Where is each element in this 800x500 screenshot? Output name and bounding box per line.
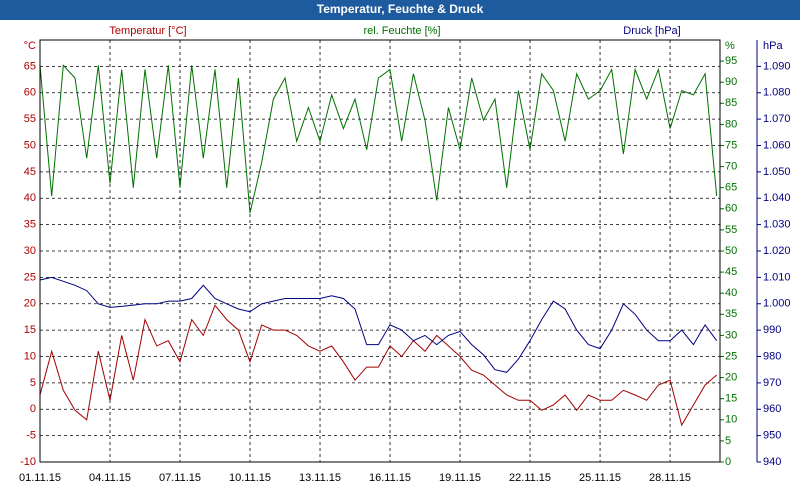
y-tick-label: 30 xyxy=(24,245,36,257)
line-series xyxy=(39,304,718,427)
y-tick-label: -5 xyxy=(26,430,36,442)
y3-tick-label: 940 xyxy=(763,456,781,468)
x-tick-label: 22.11.15 xyxy=(509,472,551,484)
y2-tick-label: 30 xyxy=(725,329,737,341)
y2-unit: % xyxy=(725,40,735,52)
y3-tick-label: 1.040 xyxy=(763,192,791,204)
y2-axis-label: rel. Feuchte [%] xyxy=(363,25,440,37)
y3-tick-label: 970 xyxy=(763,377,781,389)
y-tick-label: 5 xyxy=(30,377,36,389)
y3-tick-label: 990 xyxy=(763,324,781,336)
x-tick-label: 13.11.15 xyxy=(299,472,341,484)
y-tick-label: 0 xyxy=(30,403,36,415)
y2-tick-label: 80 xyxy=(725,118,737,130)
y3-tick-label: 1.080 xyxy=(763,87,791,99)
y2-tick-label: 40 xyxy=(725,287,737,299)
y2-tick-label: 90 xyxy=(725,76,737,88)
y2-tick-label: 5 xyxy=(725,435,731,447)
y-tick-label: 25 xyxy=(24,271,36,283)
y3-tick-label: 1.010 xyxy=(763,271,791,283)
x-tick-label: 19.11.15 xyxy=(439,472,481,484)
y3-tick-label: 1.030 xyxy=(763,219,791,231)
y2-tick-label: 65 xyxy=(725,182,737,194)
x-tick-label: 01.11.15 xyxy=(19,472,61,484)
line-series xyxy=(39,276,718,373)
y2-tick-label: 85 xyxy=(725,97,737,109)
x-tick-label: 07.11.15 xyxy=(159,472,201,484)
y-tick-label: 35 xyxy=(24,219,36,231)
y3-tick-label: 1.050 xyxy=(763,166,791,178)
y-tick-label: 65 xyxy=(24,60,36,72)
y3-tick-label: 950 xyxy=(763,430,781,442)
y-tick-label: 40 xyxy=(24,192,36,204)
y2-tick-label: 60 xyxy=(725,203,737,215)
y3-unit: hPa xyxy=(763,40,783,52)
y-tick-label: -10 xyxy=(20,456,36,468)
y2-tick-label: 25 xyxy=(725,350,737,362)
y2-tick-label: 70 xyxy=(725,161,737,173)
y3-tick-label: 1.070 xyxy=(763,113,791,125)
y-tick-label: 10 xyxy=(24,350,36,362)
x-tick-label: 25.11.15 xyxy=(579,472,621,484)
y2-tick-label: 55 xyxy=(725,224,737,236)
y3-axis-label: Druck [hPa] xyxy=(623,25,680,37)
y2-tick-label: 45 xyxy=(725,266,737,278)
y2-tick-label: 50 xyxy=(725,245,737,257)
y3-tick-label: 1.060 xyxy=(763,139,791,151)
y-tick-label: 55 xyxy=(24,113,36,125)
y2-tick-label: 95 xyxy=(725,55,737,67)
y-tick-label: 45 xyxy=(24,166,36,178)
plot-frame xyxy=(39,39,721,463)
x-tick-label: 10.11.15 xyxy=(229,472,271,484)
x-tick-label: 28.11.15 xyxy=(649,472,691,484)
title-bar xyxy=(0,0,800,20)
y-tick-label: 50 xyxy=(24,139,36,151)
y2-tick-label: 15 xyxy=(725,393,737,405)
y-axis-label: Temperatur [°C] xyxy=(109,25,186,37)
y3-tick-label: 1.000 xyxy=(763,298,791,310)
y3-tick-label: 980 xyxy=(763,350,781,362)
y3-tick-label: 960 xyxy=(763,403,781,415)
y3-tick-label: 1.090 xyxy=(763,60,791,72)
line-series xyxy=(39,64,718,214)
x-tick-label: 04.11.15 xyxy=(89,472,131,484)
y2-tick-label: 0 xyxy=(725,456,731,468)
y2-tick-label: 35 xyxy=(725,308,737,320)
y2-tick-label: 20 xyxy=(725,372,737,384)
y-tick-label: 60 xyxy=(24,87,36,99)
chart-title: Temperatur, Feuchte & Druck xyxy=(317,2,484,16)
y-tick-label: 20 xyxy=(24,298,36,310)
y2-tick-label: 75 xyxy=(725,139,737,151)
y2-tick-label: 10 xyxy=(725,414,737,426)
y-tick-label: 15 xyxy=(24,324,36,336)
x-tick-label: 16.11.15 xyxy=(369,472,411,484)
y3-tick-label: 1.020 xyxy=(763,245,791,257)
y-unit: °C xyxy=(24,40,36,52)
